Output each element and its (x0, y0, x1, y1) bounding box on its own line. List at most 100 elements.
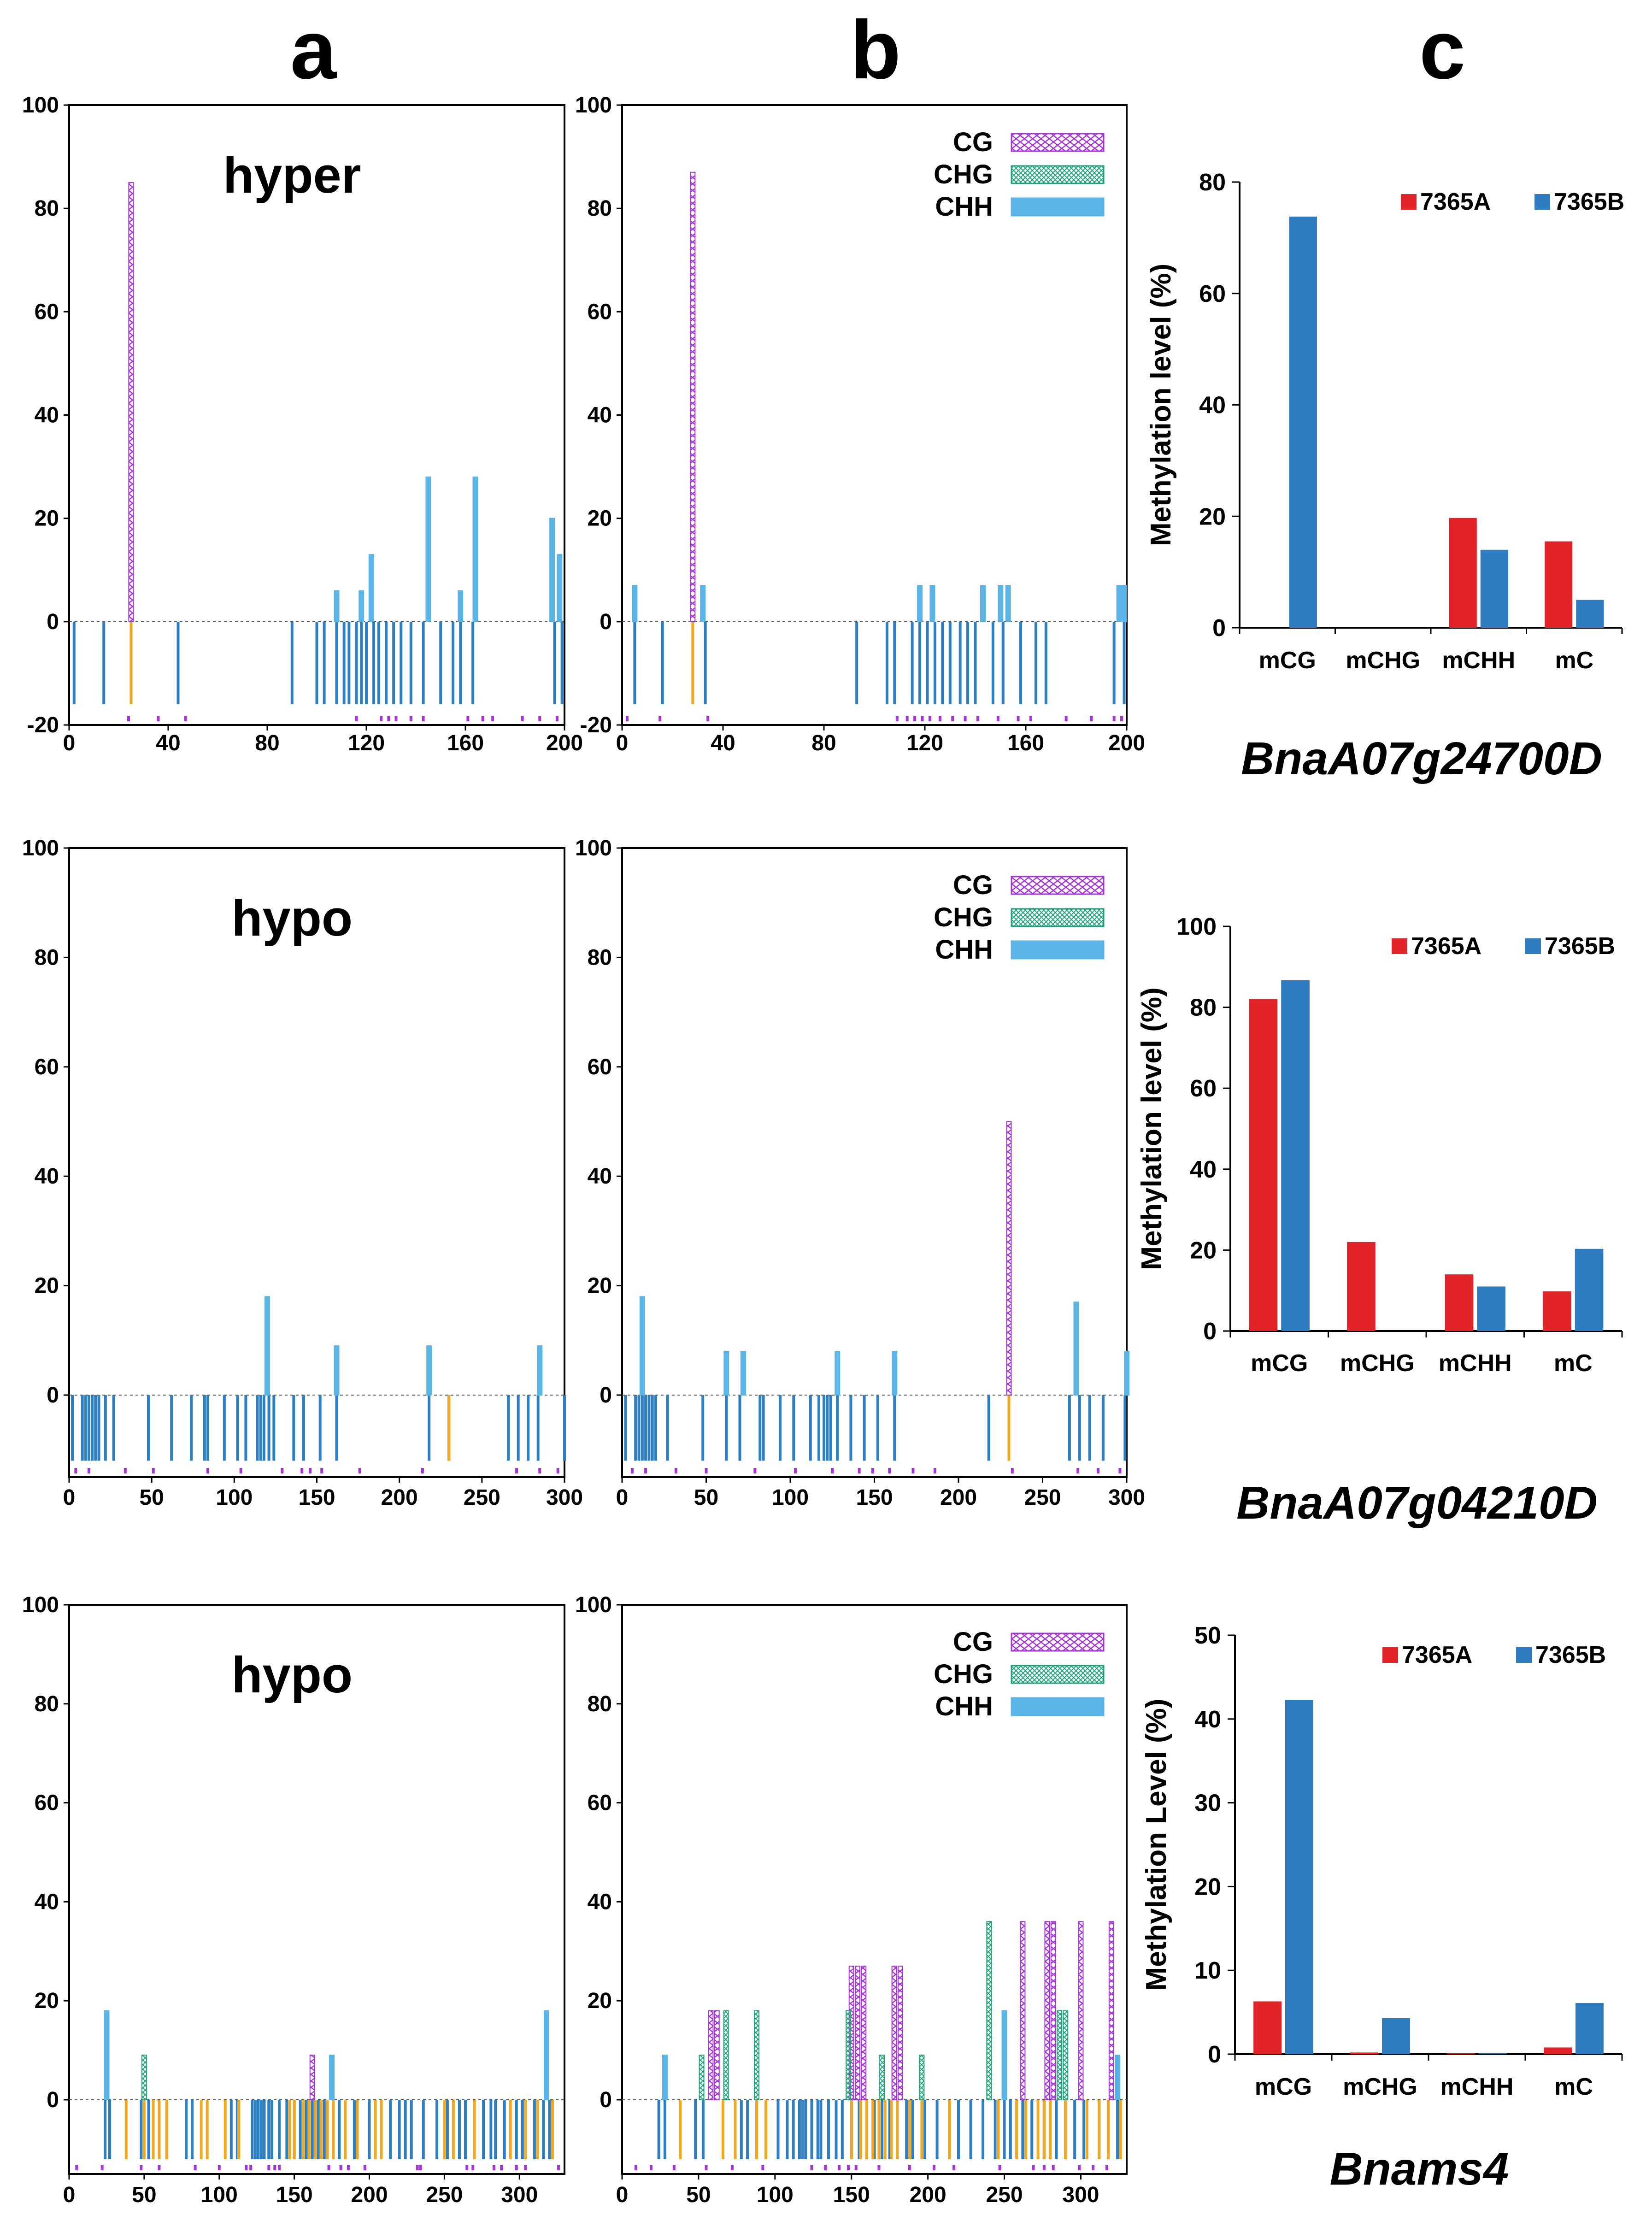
unmethylated-site-bar (779, 1395, 782, 1461)
methylation-bar-chh (1005, 585, 1011, 622)
differential-site-bar (473, 2099, 476, 2159)
differential-site-bar (997, 2099, 1000, 2159)
unmethylated-site-bar (482, 2099, 485, 2159)
unmethylated-site-bar (746, 2099, 749, 2159)
unmethylated-site-bar (81, 1395, 84, 1461)
site-strip-marker (521, 716, 524, 721)
site-strip-marker (753, 1468, 757, 1473)
site-strip-marker (674, 1468, 677, 1473)
x-tick-label: 0 (63, 731, 76, 755)
x-tick-label: 80 (811, 731, 836, 755)
unmethylated-site-bar (368, 2099, 371, 2159)
unmethylated-site-bar (323, 621, 326, 705)
methylation-bar-cg (1020, 1921, 1026, 2100)
differential-site-bar (722, 2099, 724, 2159)
unmethylated-site-bar (548, 2099, 551, 2159)
methylation-bar-cg (891, 1965, 897, 2100)
differential-site-bar (124, 2099, 128, 2159)
unmethylated-site-bar (911, 621, 914, 705)
unmethylated-site-bar (542, 2099, 545, 2159)
bar-7365a (1347, 1242, 1376, 1331)
methylation-bar-chh (1115, 2055, 1121, 2100)
site-strip-marker (1120, 716, 1123, 721)
methylation-bar-chh (723, 1351, 729, 1396)
unmethylated-site-bar (317, 2099, 320, 2159)
methylation-bar-chh (662, 2055, 668, 2100)
differential-site-bar (877, 2099, 881, 2159)
site-strip-marker (515, 1468, 518, 1473)
unmethylated-site-bar (262, 1395, 265, 1461)
site-strip-marker (705, 2165, 708, 2170)
methylation-bar-chh (1001, 2010, 1007, 2100)
unmethylated-site-bar (841, 2099, 844, 2159)
site-strip-marker (249, 2165, 253, 2170)
methylation-bar-chh (1116, 585, 1122, 622)
unmethylated-site-bar (1019, 621, 1023, 705)
differential-site-bar (223, 2099, 227, 2159)
unmethylated-site-bar (701, 2099, 705, 2159)
x-tick-label: 200 (910, 2183, 947, 2207)
unmethylated-site-bar (203, 1395, 206, 1461)
methylation-bar-cg (855, 1965, 860, 2100)
unmethylated-site-bar (185, 2099, 188, 2159)
site-strip-marker (239, 1468, 242, 1473)
methylation-bar-chh (632, 585, 638, 622)
y-tick-label: -20 (27, 713, 59, 737)
unmethylated-site-bar (170, 1395, 173, 1461)
site-strip-marker (524, 2165, 527, 2170)
plot-frame (68, 1604, 565, 2175)
x-tick-label: 0 (63, 2183, 76, 2207)
y-tick-label: 50 (1194, 1622, 1221, 1649)
y-tick-label: 20 (35, 507, 59, 531)
panel-letter-c: c (1419, 4, 1465, 96)
y-axis-title: Methylation level (%) (1136, 987, 1168, 1270)
unmethylated-site-bar (1112, 621, 1116, 705)
unmethylated-site-bar (489, 2099, 493, 2159)
site-strip-marker (1032, 2165, 1035, 2170)
site-strip-marker (355, 716, 358, 721)
bar-7365a (1253, 2001, 1282, 2054)
y-tick-label: 20 (1194, 1873, 1221, 1900)
unmethylated-site-bar (84, 1395, 87, 1461)
methylation-bar-chh (472, 477, 478, 622)
legend-swatch-7365a (1392, 938, 1407, 954)
bar-7365b (1382, 2018, 1410, 2054)
unmethylated-site-bar (560, 621, 564, 705)
site-strip-marker (422, 716, 425, 721)
site-strip-marker (650, 2165, 653, 2170)
unmethylated-site-bar (263, 2099, 266, 2159)
site-strip-marker (194, 2165, 197, 2170)
methylation-bar-chh (359, 590, 364, 622)
site-strip-marker (491, 716, 494, 721)
unmethylated-site-bar (342, 621, 346, 705)
differential-site-bar (344, 2099, 347, 2159)
x-tick-label: 250 (1024, 1485, 1061, 1510)
y-tick-label: 40 (35, 1890, 59, 1914)
site-strip-marker (672, 2165, 676, 2170)
category-label: mCHH (1442, 647, 1515, 674)
x-tick-label: 250 (464, 1485, 500, 1510)
unmethylated-site-bar (801, 2099, 804, 2159)
category-label: mCHG (1346, 647, 1420, 674)
unmethylated-site-bar (1055, 2099, 1058, 2159)
methylation-bar-chh (426, 1345, 432, 1396)
legend-swatch-chg (1011, 1665, 1105, 1684)
unmethylated-site-bar (428, 1395, 431, 1461)
x-tick-label: 100 (201, 2183, 238, 2207)
y-tick-label: 40 (588, 1164, 612, 1189)
methylation-bar-chh (537, 1345, 543, 1396)
y-tick-label: 60 (35, 1791, 59, 1815)
differential-site-bar (1049, 2099, 1052, 2159)
differential-site-bar (380, 2099, 383, 2159)
bar-7365b (1479, 2053, 1507, 2054)
y-tick-label: 40 (588, 1890, 612, 1914)
unmethylated-site-bar (1001, 621, 1005, 705)
bar-7365a (1545, 541, 1573, 628)
unmethylated-site-bar (256, 1395, 259, 1461)
x-tick-label: 0 (63, 1485, 76, 1510)
site-strip-marker (938, 716, 941, 721)
differential-site-bar (509, 2099, 512, 2159)
methylation-bar-chh (980, 585, 986, 622)
unmethylated-site-bar (935, 2099, 939, 2159)
unmethylated-site-bar (494, 2099, 497, 2159)
